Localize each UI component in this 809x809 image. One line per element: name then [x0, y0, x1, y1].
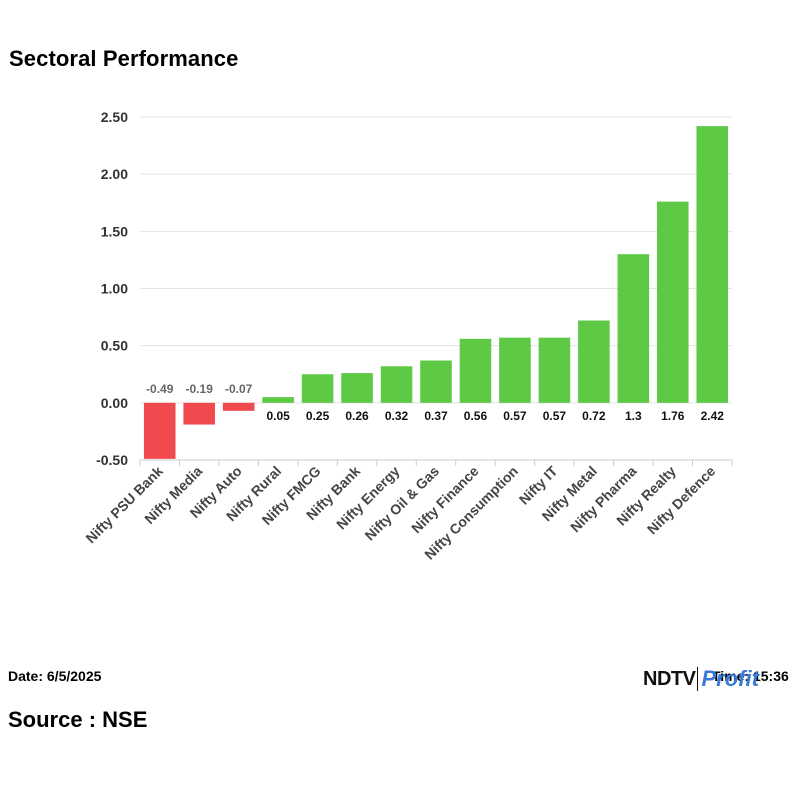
y-tick-label: 2.00 [101, 166, 128, 182]
bar[interactable] [696, 126, 729, 403]
bar[interactable] [183, 402, 215, 425]
logo-brand: NDTV [643, 667, 696, 690]
y-tick-label: 2.50 [101, 109, 128, 125]
value-label: 0.25 [306, 409, 330, 423]
ndtv-profit-logo: NDTV Profit [643, 664, 759, 694]
logo-divider [697, 667, 699, 691]
value-label-bg [261, 406, 296, 424]
value-label: 0.05 [266, 409, 290, 423]
value-label-bg [379, 406, 414, 424]
bar[interactable] [499, 337, 531, 403]
logo-product: Profit [701, 666, 759, 691]
bar[interactable] [143, 402, 176, 459]
value-label-bg [537, 406, 572, 424]
value-label: 0.32 [385, 409, 409, 423]
value-label: 0.57 [503, 409, 527, 423]
bar[interactable] [657, 201, 689, 403]
bar[interactable] [222, 402, 255, 411]
bar[interactable] [538, 337, 571, 403]
bars [143, 126, 729, 459]
bar[interactable] [578, 320, 610, 403]
value-label-bg [497, 406, 532, 424]
y-tick-label: -0.50 [96, 452, 128, 468]
value-label-bg [655, 406, 690, 424]
time-label: Time: 15:36 [712, 668, 789, 684]
bar[interactable] [301, 374, 334, 403]
value-label: 0.37 [424, 409, 448, 423]
value-label: -0.19 [186, 382, 214, 396]
value-label: 0.57 [543, 409, 567, 423]
bar[interactable] [459, 338, 492, 403]
bar[interactable] [420, 360, 452, 403]
value-label: -0.49 [146, 382, 174, 396]
y-axis-ticks: -0.50 0.00 0.50 1.00 1.50 2.00 2.50 [96, 109, 128, 468]
source-label: Source : NSE [8, 707, 148, 732]
value-label-bg [340, 406, 375, 424]
bar[interactable] [380, 366, 413, 403]
value-label-bg [695, 406, 730, 424]
value-label-bg [458, 406, 493, 424]
value-label: 0.26 [345, 409, 369, 423]
bar[interactable] [262, 397, 294, 403]
x-axis [139, 459, 733, 466]
value-label-bg [419, 406, 453, 424]
category-label: Nifty Defence [644, 463, 719, 538]
value-label-bg [616, 406, 651, 424]
chart-title: Sectoral Performance [9, 46, 239, 71]
value-label: 1.3 [625, 409, 642, 423]
y-tick-label: 0.00 [101, 395, 128, 411]
value-label: 1.76 [661, 409, 685, 423]
value-label: -0.07 [225, 382, 253, 396]
y-tick-label: 1.00 [101, 281, 128, 297]
value-label: 0.56 [464, 409, 488, 423]
value-labels: -0.49 -0.19 -0.07 0.05 0.25 0.26 0.32 0.37 0.56 0… [146, 382, 730, 424]
y-tick-label: 1.50 [101, 223, 128, 239]
value-label: 0.72 [582, 409, 606, 423]
date-label: Date: 6/5/2025 [8, 668, 102, 684]
bar[interactable] [341, 373, 373, 403]
value-label-bg [300, 406, 335, 424]
y-tick-label: 0.50 [101, 338, 128, 354]
value-label: 2.42 [701, 409, 725, 423]
bar[interactable] [617, 254, 650, 403]
value-label-bg [576, 406, 611, 424]
